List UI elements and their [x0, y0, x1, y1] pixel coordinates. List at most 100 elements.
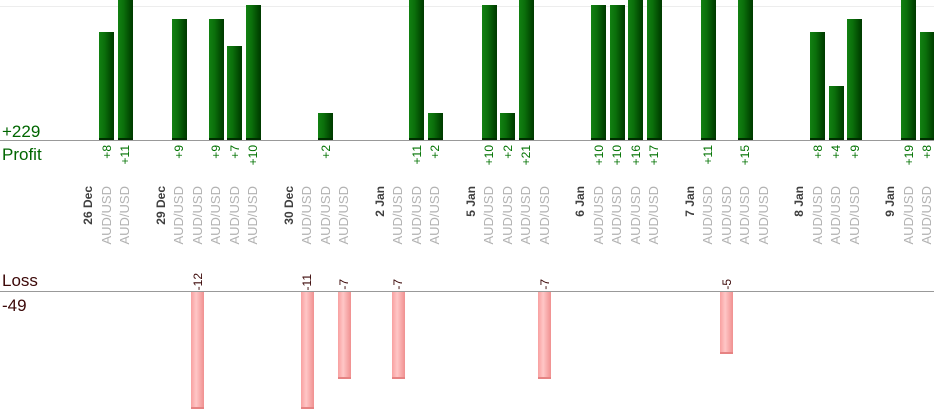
profit-bar [737, 0, 753, 140]
profit-bar [609, 5, 625, 140]
symbol-label: AUD/USD [171, 186, 186, 245]
profit-value-label: +10 [591, 145, 606, 166]
top-gridline [0, 6, 934, 7]
profit-value-label: +8 [920, 145, 934, 159]
symbol-label: AUD/USD [427, 186, 442, 245]
profit-bar [227, 45, 242, 140]
loss-axis-title: Loss [2, 271, 38, 290]
profit-value-label: +19 [901, 145, 916, 166]
profit-value-label: +11 [701, 145, 715, 165]
symbol-label: AUD/USD [536, 186, 552, 245]
profit-value-label: +15 [738, 145, 752, 166]
profit-bar [518, 0, 534, 140]
profit-bar [591, 5, 606, 140]
profit-bar [828, 86, 844, 140]
symbol-label: AUD/USD [609, 186, 624, 245]
profit-bar [409, 0, 424, 140]
date-label: 26 Dec [81, 186, 95, 225]
symbol-label: AUD/USD [317, 186, 333, 245]
profit-bar [245, 5, 261, 140]
date-label: 9 Jan [883, 186, 897, 217]
profit-axis-title: Profit [2, 145, 42, 164]
profit-axis-line [0, 140, 934, 141]
profit-value-label: +9 [209, 145, 223, 159]
symbol-label: AUD/USD [900, 186, 916, 245]
date-label: 5 Jan [463, 186, 478, 217]
symbol-label: AUD/USD [208, 186, 223, 245]
loss-bar [391, 292, 405, 379]
loss-bar [300, 292, 314, 409]
profit-bar [700, 0, 716, 140]
profit-value-label: +21 [519, 145, 533, 166]
loss-value-label: -7 [537, 279, 552, 290]
loss-bar [720, 292, 733, 354]
profit-bar [500, 113, 515, 140]
profit-bar [171, 18, 187, 140]
symbol-label: AUD/USD [646, 186, 661, 245]
profit-value-label: +8 [810, 145, 825, 159]
profit-value-label: +2 [500, 145, 515, 159]
symbol-label: AUD/USD [809, 186, 825, 245]
symbol-label: AUD/USD [499, 186, 515, 245]
profit-bar [810, 32, 825, 140]
symbol-label: AUD/USD [627, 186, 643, 245]
symbol-label: AUD/USD [846, 186, 862, 245]
loss-value-label: -5 [719, 279, 734, 290]
profit-value-label: +2 [318, 145, 333, 159]
symbol-label: AUD/USD [919, 186, 934, 245]
loss-axis-line [0, 291, 934, 292]
symbol-label: AUD/USD [700, 186, 715, 245]
symbol-label: AUD/USD [117, 186, 132, 245]
symbol-label: AUD/USD [518, 186, 533, 245]
profit-bar [847, 18, 862, 140]
profit-bar [901, 0, 916, 140]
symbol-label: AUD/USD [590, 186, 606, 245]
profit-value-label: +11 [118, 145, 132, 165]
loss-value-label: -12 [190, 272, 205, 290]
date-label: 29 Dec [153, 186, 168, 225]
loss-value-label: -7 [391, 279, 405, 290]
profit-value-label: +8 [99, 145, 114, 159]
profit-value-label: +16 [628, 145, 643, 166]
profit-bar [628, 0, 643, 140]
profit-bar [318, 113, 333, 140]
profit-bar [117, 0, 133, 140]
loss-bar [538, 292, 551, 379]
loss-bar [191, 292, 204, 409]
profit-value-label: +11 [409, 145, 424, 165]
symbol-label: AUD/USD [245, 186, 260, 245]
symbol-label: AUD/USD [226, 186, 242, 245]
profit-bar [99, 32, 114, 140]
symbol-label: AUD/USD [718, 186, 734, 245]
date-label: 7 Jan [682, 186, 697, 217]
symbol-label: AUD/USD [828, 186, 843, 245]
date-label: 8 Jan [792, 186, 806, 217]
profit-value-label: +10 [482, 145, 496, 166]
profit-bar [919, 32, 934, 140]
symbol-label: AUD/USD [408, 186, 424, 245]
profit-value-label: +4 [829, 145, 843, 159]
profit-bar [427, 113, 443, 140]
profit-bar [646, 0, 662, 140]
symbol-label: AUD/USD [390, 186, 405, 245]
loss-bar [337, 292, 351, 379]
profit-bar [208, 18, 224, 140]
symbol-label: AUD/USD [481, 186, 496, 245]
profit-value-label: +10 [610, 145, 624, 166]
date-label: 2 Jan [372, 186, 387, 217]
profit-value-label: +9 [847, 145, 862, 159]
loss-total-label: -49 [2, 296, 27, 315]
symbol-label: AUD/USD [98, 186, 114, 245]
symbol-label: AUD/USD [755, 186, 771, 245]
profit-value-label: +17 [647, 145, 661, 166]
loss-value-label: -11 [300, 273, 314, 290]
symbol-label: AUD/USD [299, 186, 314, 245]
symbol-label: AUD/USD [189, 186, 205, 245]
profit-value-label: +10 [246, 145, 260, 166]
profit-value-label: +2 [428, 145, 442, 159]
date-label: 30 Dec [281, 186, 296, 225]
profit-value-label: +9 [172, 145, 186, 159]
profit-bar [481, 5, 497, 140]
loss-value-label: -7 [337, 279, 351, 290]
